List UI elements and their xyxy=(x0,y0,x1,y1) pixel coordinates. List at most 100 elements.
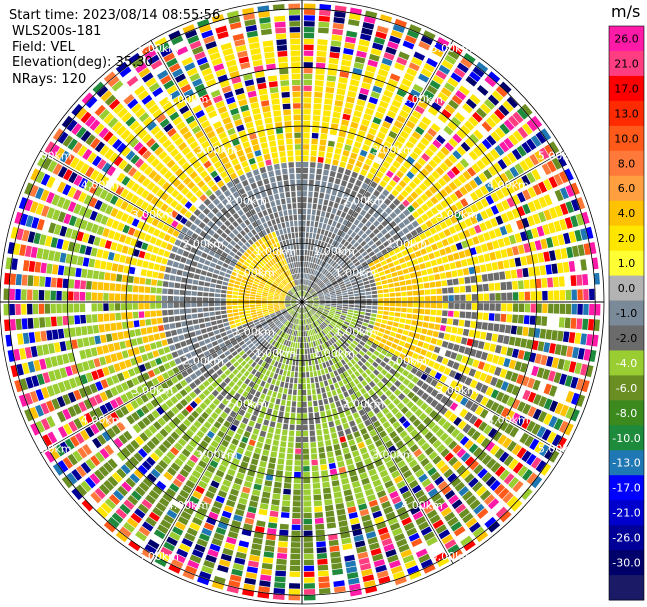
radar-gate xyxy=(320,284,326,289)
radar-gate xyxy=(402,160,412,170)
radar-gate xyxy=(475,531,489,543)
radar-gate xyxy=(526,171,536,184)
radar-gate xyxy=(219,342,226,349)
radar-gate xyxy=(395,307,401,312)
radar-gate xyxy=(305,306,310,311)
radar-gate xyxy=(333,263,339,269)
radar-gate xyxy=(485,399,495,409)
radar-gate xyxy=(511,412,521,424)
radar-gate xyxy=(264,413,271,421)
radar-gate xyxy=(390,355,398,362)
radar-gate xyxy=(309,173,315,180)
radar-gate xyxy=(342,53,353,61)
radar-gate xyxy=(308,191,313,197)
radar-gate xyxy=(416,277,423,283)
radar-gate xyxy=(545,329,552,340)
radar-gate xyxy=(28,332,36,344)
radar-gate xyxy=(69,327,76,337)
radar-gate xyxy=(337,279,344,284)
radar-gate xyxy=(365,291,372,295)
radar-gate xyxy=(305,330,308,337)
radar-gate xyxy=(341,59,352,67)
radar-gate xyxy=(344,428,352,435)
radar-gate xyxy=(326,264,331,270)
radar-gate xyxy=(289,329,293,335)
radar-gate xyxy=(313,298,319,301)
radar-gate xyxy=(313,191,319,198)
radar-gate xyxy=(204,282,211,287)
radar-gate xyxy=(283,345,288,352)
radar-gate xyxy=(340,441,348,449)
radar-gate xyxy=(446,170,456,180)
radar-gate xyxy=(281,375,286,382)
radar-gate xyxy=(378,327,385,333)
radar-gate xyxy=(310,317,314,323)
radar-gate xyxy=(416,172,426,181)
radar-gate xyxy=(202,333,209,339)
radar-gate xyxy=(293,354,297,360)
radar-gate xyxy=(413,333,421,340)
radar-gate xyxy=(275,428,281,435)
radar-gate xyxy=(245,475,254,483)
radar-gate xyxy=(323,398,329,405)
radar-gate xyxy=(481,121,493,132)
radar-gate xyxy=(589,288,595,300)
radar-gate xyxy=(197,297,203,302)
radar-gate xyxy=(302,413,308,419)
radar-gate xyxy=(336,293,342,297)
radar-gate xyxy=(360,427,368,435)
radar-gate xyxy=(36,345,44,357)
radar-gate xyxy=(381,120,392,129)
radar-gate xyxy=(450,549,463,560)
radar-gate xyxy=(340,314,346,319)
radar-gate xyxy=(186,500,197,510)
radar-gate xyxy=(494,366,502,377)
radar-gate xyxy=(290,548,301,554)
radar-gate xyxy=(370,505,381,513)
radar-gate xyxy=(342,292,348,296)
radar-gate xyxy=(243,370,250,378)
radar-gate xyxy=(255,295,262,298)
radar-gate xyxy=(189,554,202,564)
radar-gate xyxy=(362,277,369,282)
radar-gate xyxy=(311,316,316,322)
radar-gate xyxy=(434,273,441,280)
radar-gate xyxy=(429,514,441,525)
radar-gate xyxy=(377,444,386,453)
radar-gate xyxy=(568,260,576,272)
radar-gate xyxy=(152,325,159,333)
radar-gate xyxy=(425,199,434,209)
radar-gate xyxy=(404,342,411,349)
radar-gate xyxy=(79,291,86,301)
radar-gate xyxy=(323,255,328,262)
radar-gate xyxy=(215,311,221,316)
radar-gate xyxy=(347,291,354,295)
radar-gate xyxy=(134,508,146,519)
radar-gate xyxy=(412,314,418,320)
radar-gate xyxy=(414,250,422,258)
radar-gate xyxy=(554,402,564,415)
radar-gate xyxy=(34,331,42,343)
radar-gate xyxy=(337,320,344,325)
radar-gate xyxy=(516,415,526,427)
radar-gate xyxy=(281,351,286,358)
radar-gate xyxy=(524,435,535,448)
radar-gate xyxy=(474,405,484,416)
radar-gate xyxy=(398,511,410,521)
radar-gate xyxy=(331,207,337,215)
radar-gate xyxy=(315,523,325,530)
radar-gate xyxy=(538,211,547,223)
radar-gate xyxy=(226,329,233,335)
radar-gate xyxy=(416,217,424,225)
radar-gate xyxy=(52,264,59,275)
radar-gate xyxy=(439,221,448,230)
radar-gate xyxy=(387,262,395,268)
radar-gate xyxy=(420,168,430,177)
radar-gate xyxy=(304,261,306,267)
radar-gate xyxy=(332,328,338,333)
radar-gate xyxy=(232,309,239,313)
radar-gate xyxy=(357,155,366,163)
radar-gate xyxy=(255,297,262,300)
radar-gate xyxy=(580,333,587,345)
radar-gate xyxy=(189,522,201,532)
